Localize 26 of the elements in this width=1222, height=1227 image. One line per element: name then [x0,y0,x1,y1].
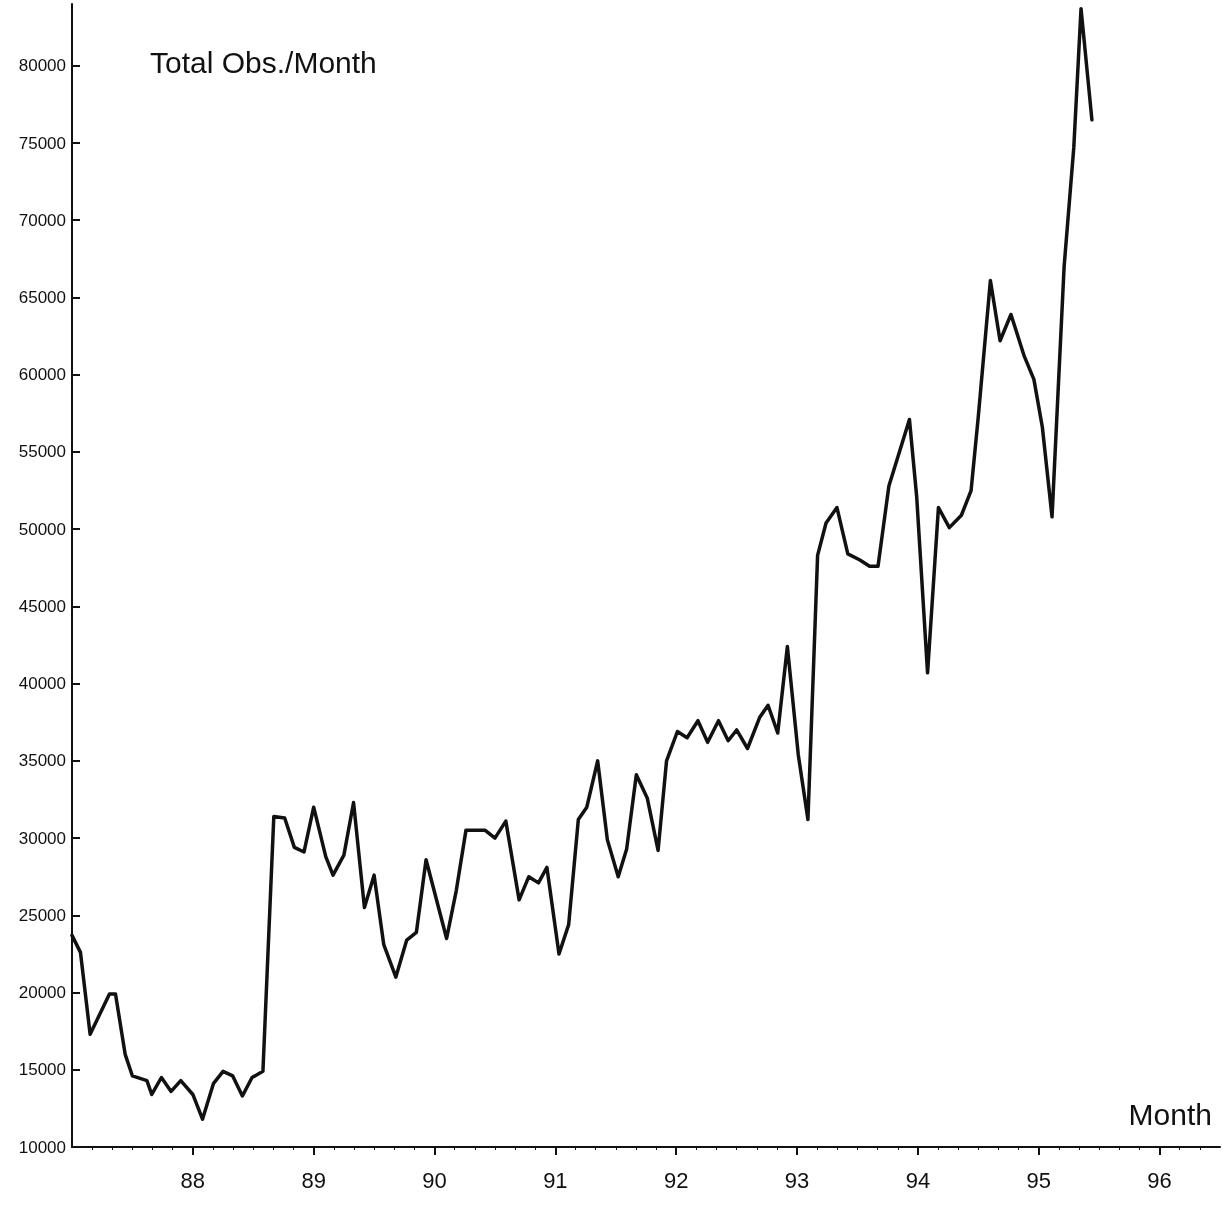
y-tick-label: 30000 [18,828,66,848]
x-tick-label: 88 [180,1167,206,1193]
y-tick-label: 35000 [18,751,66,771]
y-tick-label: 65000 [18,287,66,307]
text: Total Obs./Month [150,45,377,79]
x-tick-label: 96 [1147,1167,1172,1193]
y-tick-label: 15000 [18,1060,66,1080]
x-tick-label: 90 [422,1167,447,1193]
x-tick-label: 91 [543,1167,568,1193]
y-tick-label: 40000 [18,674,66,694]
x-tick-label: 93 [784,1167,810,1193]
y-tick-label: 75000 [18,133,66,153]
y-tick-label: 50000 [18,519,66,539]
x-tick-label: 95 [1026,1167,1051,1193]
y-tick-label: 80000 [18,56,66,76]
y-tick-label: 20000 [18,983,66,1003]
x-tick-label: 89 [301,1167,326,1193]
x-axis-title: Month [1128,1097,1212,1131]
y-tick-label: 70000 [18,210,66,230]
x-tick-label: 92 [663,1167,689,1193]
x-tick-label: 94 [905,1167,931,1193]
y-tick-label: 10000 [18,1137,66,1157]
y-tick-label: 25000 [18,905,66,925]
y-tick-label: 45000 [18,596,66,616]
y-tick-label: 60000 [18,365,66,385]
y-tick-label: 55000 [18,442,66,462]
